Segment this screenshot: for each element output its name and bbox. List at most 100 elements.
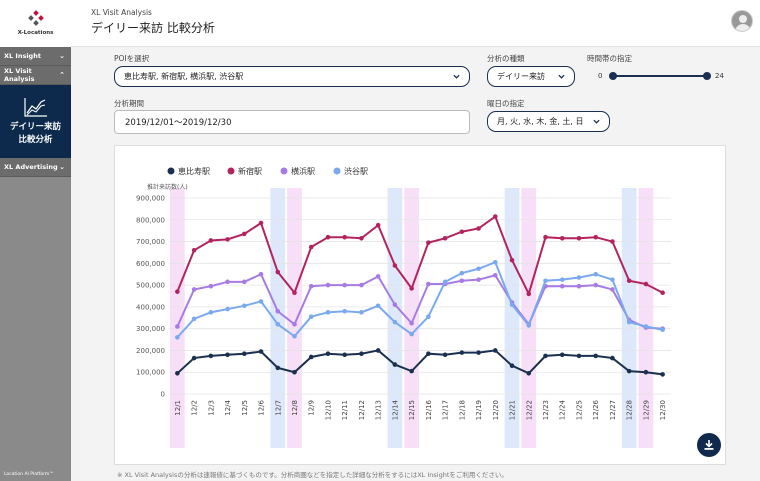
data-point-shibuya <box>559 277 565 282</box>
legend-marker-shinjuku <box>227 167 235 175</box>
data-point-shinjuku <box>526 291 532 297</box>
data-point-yokohama <box>258 271 264 277</box>
nav-section-xl-insight[interactable]: XL Insight ⌄ <box>0 47 71 66</box>
data-point-shibuya <box>626 319 632 325</box>
analysis-type-select[interactable]: デイリー来訪 <box>487 66 575 87</box>
nav-item-label-line1: デイリー来訪 <box>9 121 61 132</box>
data-point-ebisu <box>359 351 364 357</box>
data-point-ebisu <box>191 355 197 361</box>
logo-text: X-Locations <box>17 30 54 36</box>
nav-item-label-line2: 比較分析 <box>18 134 53 145</box>
data-point-ebisu <box>660 372 665 377</box>
weekend-band <box>387 188 403 448</box>
data-point-shinjuku <box>493 214 498 219</box>
data-point-shinjuku <box>426 240 431 245</box>
data-point-shinjuku <box>342 234 347 240</box>
x-tick-label: 12/20 <box>492 400 500 420</box>
poi-select[interactable]: 恵比寿駅, 新宿駅, 横浜駅, 渋谷駅 <box>114 66 470 87</box>
x-tick-label: 12/1 <box>174 400 182 416</box>
data-point-ebisu <box>342 352 347 358</box>
weekend-band <box>270 188 286 448</box>
nav-section-label: XL Visit Analysis <box>4 67 35 83</box>
data-point-yokohama <box>191 287 197 292</box>
nav-item-daily-visit-comparison[interactable]: デイリー来訪 比較分析 <box>0 85 71 158</box>
y-tick-label: 800,000 <box>136 216 165 224</box>
data-point-shinjuku <box>643 281 649 287</box>
weekend-band <box>287 188 302 448</box>
data-point-shibuya <box>258 299 264 304</box>
weekend-band <box>638 188 654 448</box>
platform-footer: Location AI Platform™ <box>4 472 54 477</box>
data-point-shinjuku <box>225 237 230 242</box>
data-point-shinjuku <box>626 278 632 284</box>
x-tick-label: 12/27 <box>609 400 617 420</box>
data-point-yokohama <box>610 287 615 292</box>
x-tick-label: 12/15 <box>408 400 416 420</box>
data-point-shinjuku <box>292 290 297 296</box>
data-point-shibuya <box>593 271 598 277</box>
weekday-select[interactable]: 月, 火, 水, 木, 金, 土, 日 <box>487 111 610 132</box>
data-point-ebisu <box>292 369 297 375</box>
legend-label-yokohama: 横浜駅 <box>291 166 315 176</box>
time-range-start-handle[interactable] <box>609 72 617 80</box>
data-point-ebisu <box>543 353 548 359</box>
chevron-down-icon <box>593 119 600 124</box>
nav-section-xl-advertising[interactable]: XL Advertising ⌄ <box>0 158 71 177</box>
data-point-ebisu <box>426 351 431 357</box>
data-point-shibuya <box>476 266 481 272</box>
user-avatar[interactable] <box>731 10 753 32</box>
data-point-ebisu <box>593 353 598 359</box>
download-icon <box>704 440 714 450</box>
y-tick-label: 100,000 <box>136 369 165 377</box>
data-point-shinjuku <box>660 290 665 296</box>
x-tick-label: 12/13 <box>375 400 383 420</box>
app-logo[interactable]: X-Locations <box>0 0 71 47</box>
data-point-shinjuku <box>359 235 364 241</box>
weekend-band <box>404 188 419 448</box>
x-tick-label: 12/14 <box>391 399 399 420</box>
period-input[interactable]: 2019/12/01〜2019/12/30 <box>114 110 470 134</box>
app-name: XL Visit Analysis <box>91 8 152 17</box>
chevron-down-icon <box>453 74 460 79</box>
sidebar: X-Locations XL Insight ⌄ XL Visit Analys… <box>0 0 71 481</box>
y-tick-label: 400,000 <box>136 303 165 311</box>
data-point-shibuya <box>493 259 498 265</box>
data-point-ebisu <box>526 371 532 376</box>
chevron-up-icon: ⌃ <box>59 71 65 79</box>
page-title: デイリー来訪 比較分析 <box>91 21 215 35</box>
x-tick-label: 12/29 <box>642 400 650 420</box>
chevron-down-icon: ⌄ <box>59 52 65 60</box>
x-tick-label: 12/11 <box>341 400 349 420</box>
x-tick-label: 12/25 <box>575 400 583 420</box>
data-point-shinjuku <box>476 226 481 231</box>
data-point-yokohama <box>593 282 598 288</box>
data-point-shibuya <box>610 277 615 282</box>
legend-marker-shibuya <box>333 167 341 175</box>
data-point-shibuya <box>225 306 230 312</box>
x-tick-label: 12/30 <box>659 400 667 420</box>
download-button[interactable] <box>697 433 721 457</box>
nav-section-xl-visit-analysis[interactable]: XL Visit Analysis ⌃ <box>0 66 71 85</box>
nav-section-label: XL Advertising <box>4 163 58 171</box>
data-point-shinjuku <box>275 269 281 275</box>
data-point-ebisu <box>325 351 331 357</box>
analysis-type-label: 分析の種類 <box>487 54 525 63</box>
data-point-shinjuku <box>593 234 598 240</box>
data-point-shibuya <box>543 278 548 284</box>
data-point-yokohama <box>242 279 247 285</box>
data-point-ebisu <box>576 353 582 359</box>
x-tick-label: 12/5 <box>241 400 249 416</box>
data-point-yokohama <box>459 278 465 284</box>
time-range-end-handle[interactable] <box>703 72 711 80</box>
line-chart-icon <box>23 97 47 117</box>
data-point-ebisu <box>208 353 214 359</box>
x-tick-label: 12/26 <box>592 399 600 420</box>
data-point-ebisu <box>442 352 448 358</box>
y-tick-label: 300,000 <box>136 325 165 333</box>
data-point-shinjuku <box>191 247 197 253</box>
data-point-yokohama <box>576 283 582 289</box>
nav-section-label: XL Insight <box>4 52 41 60</box>
time-range-slider[interactable] <box>613 75 707 77</box>
data-point-shibuya <box>292 333 297 339</box>
data-point-ebisu <box>175 371 180 376</box>
